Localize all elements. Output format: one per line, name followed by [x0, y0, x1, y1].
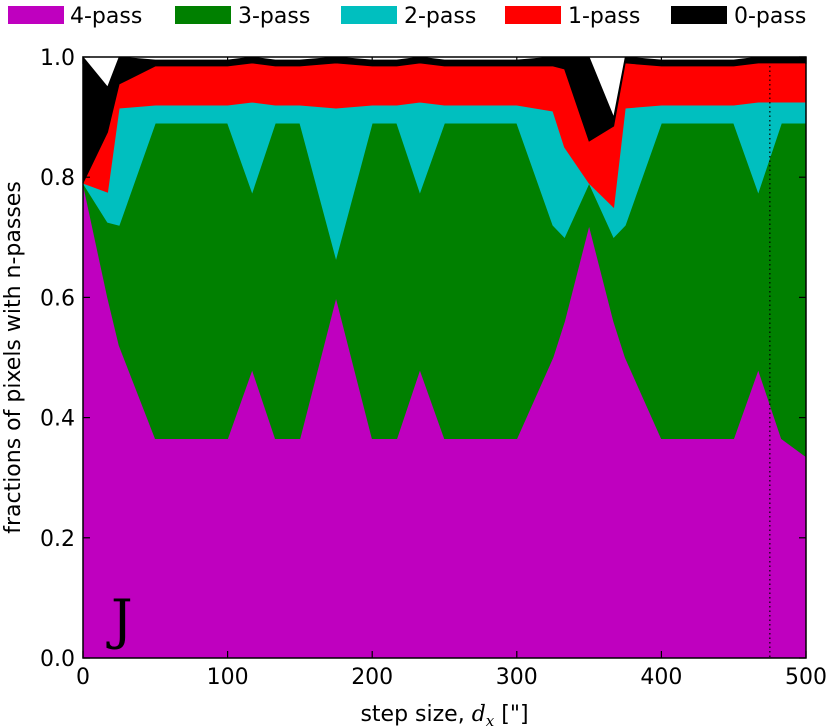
- y-tick-label: 1.0: [40, 46, 75, 71]
- legend-label-1-pass: 1-pass: [568, 4, 640, 29]
- x-tick-label: 400: [640, 665, 682, 690]
- legend-swatch-4-pass: [8, 6, 64, 24]
- plot-frame: [82, 56, 807, 659]
- x-axis-label: step size, dx ["]: [360, 702, 528, 726]
- area-3-pass: [82, 122, 807, 458]
- y-axis-ticks: 0.0 0.2 0.4 0.6 0.8 1.0: [40, 46, 806, 672]
- x-axis-label-prefix: step size,: [360, 702, 471, 726]
- legend-label-2-pass: 2-pass: [404, 4, 476, 29]
- y-tick-label: 0.2: [40, 527, 75, 552]
- y-tick-label: 0.4: [40, 407, 75, 432]
- stacked-areas: [82, 55, 807, 659]
- x-axis-label-var: d: [472, 702, 486, 726]
- x-axis-ticks: 0 100 200 300 400 500: [76, 57, 827, 690]
- y-axis-label: fractions of pixels with n-passes: [1, 181, 26, 534]
- y-tick-label: 0.0: [40, 647, 75, 672]
- y-tick-label: 0.6: [40, 286, 75, 311]
- legend-swatch-0-pass: [671, 6, 727, 24]
- x-tick-label: 0: [76, 665, 90, 690]
- x-tick-label: 300: [496, 665, 538, 690]
- legend-swatch-2-pass: [341, 6, 397, 24]
- legend-label-4-pass: 4-pass: [70, 4, 142, 29]
- legend: 4-pass 3-pass 2-pass 1-pass 0-pass: [8, 4, 806, 29]
- x-tick-label: 500: [785, 665, 827, 690]
- legend-label-0-pass: 0-pass: [734, 4, 806, 29]
- legend-label-3-pass: 3-pass: [238, 4, 310, 29]
- y-tick-label: 0.8: [40, 166, 75, 191]
- x-axis-label-suffix: ["]: [494, 702, 528, 726]
- x-tick-label: 200: [351, 665, 393, 690]
- panel-label: J: [106, 588, 133, 651]
- legend-swatch-1-pass: [505, 6, 561, 24]
- x-tick-label: 100: [207, 665, 249, 690]
- x-axis-label-sub: x: [486, 712, 495, 726]
- legend-swatch-3-pass: [175, 6, 231, 24]
